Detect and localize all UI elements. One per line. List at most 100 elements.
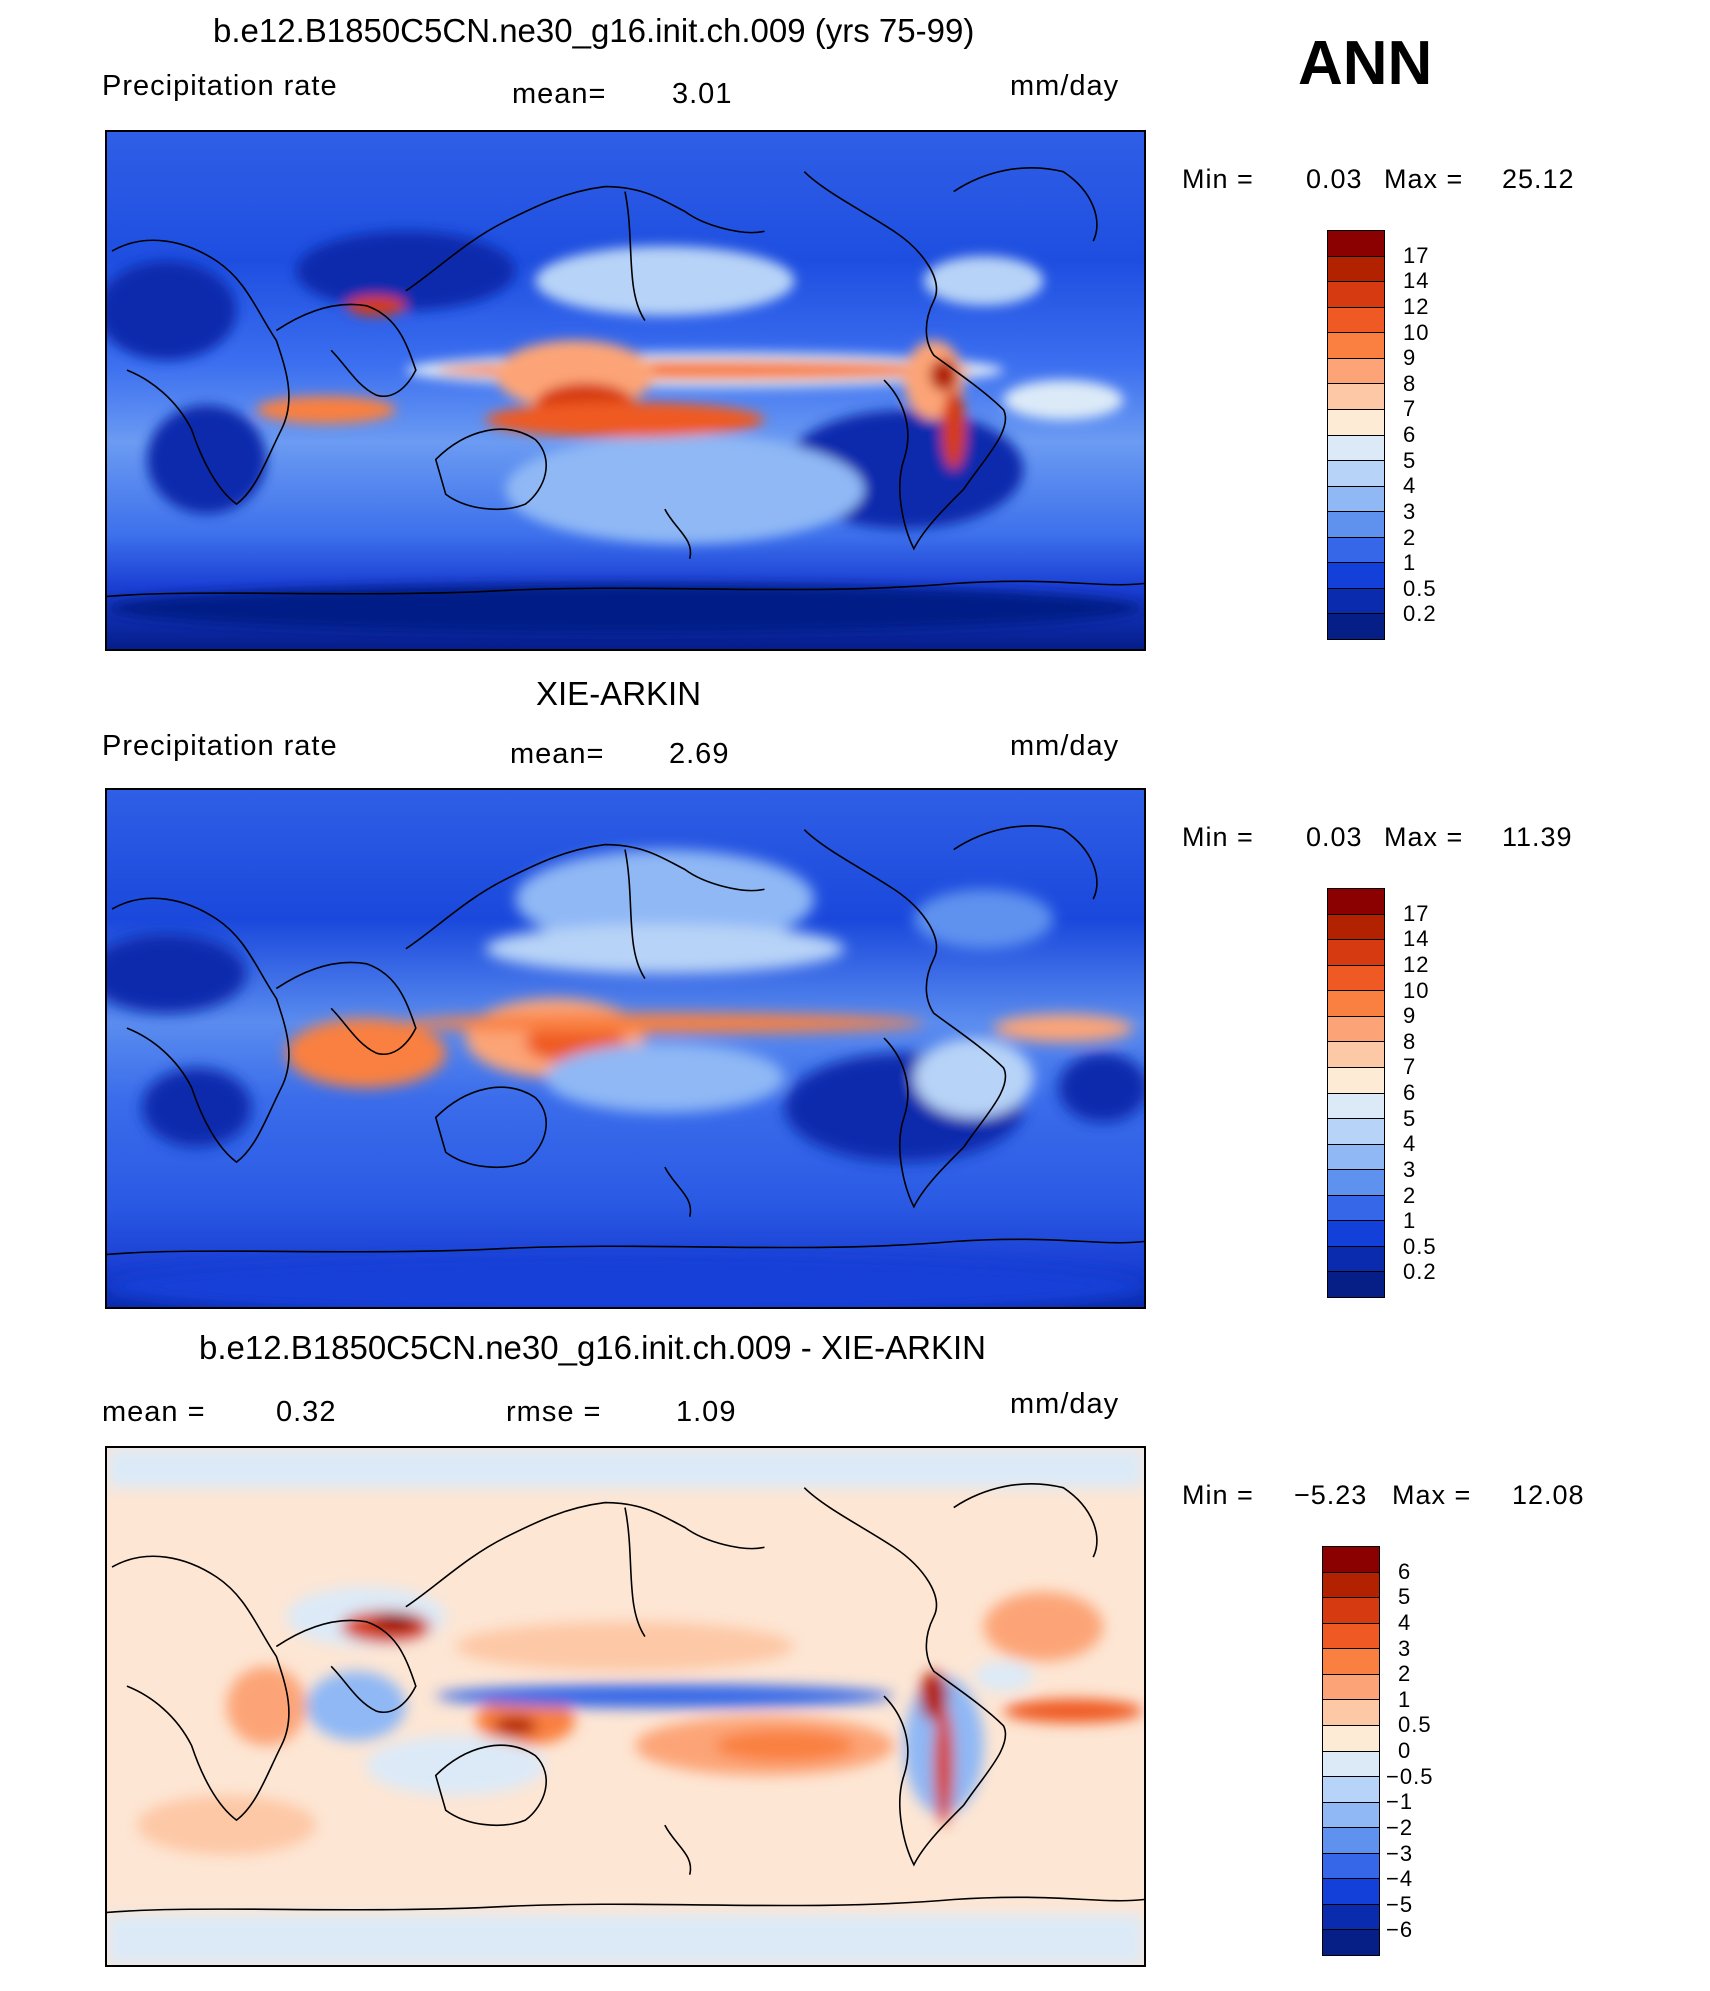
- colorbar-segment: [1328, 940, 1384, 966]
- panel-1-map-image: [107, 132, 1144, 649]
- panel-3-title: b.e12.B1850C5CN.ne30_g16.init.ch.009 - X…: [199, 1329, 986, 1366]
- colorbar-segment: [1328, 282, 1384, 308]
- colorbar-segment: [1328, 486, 1384, 513]
- colorbar-tick-label: 12: [1403, 293, 1430, 319]
- colorbar-tick-label: 0.5: [1403, 1233, 1437, 1259]
- panel-2-max-label: Max =: [1384, 822, 1464, 852]
- colorbar-segment: [1328, 614, 1384, 639]
- colorbar-tick-label: 0.5: [1403, 575, 1437, 601]
- colorbar-segment: [1323, 1649, 1379, 1675]
- colorbar-segment: [1323, 1674, 1379, 1701]
- colorbar-tick-label: 2: [1403, 524, 1417, 550]
- panel-3-max-value: 12.08: [1512, 1480, 1585, 1510]
- panel-3-rmse-value: 1.09: [676, 1396, 737, 1428]
- colorbar-segment: [1328, 1221, 1384, 1247]
- colorbar-segment: [1323, 1751, 1379, 1778]
- colorbar-tick-label: 3: [1403, 498, 1417, 524]
- colorbar-tick-label: 0.5: [1398, 1712, 1432, 1738]
- colorbar-tick-label: −2: [1386, 1814, 1414, 1840]
- colorbar-tick-label: 6: [1403, 422, 1417, 447]
- colorbar-segment: [1328, 1042, 1384, 1068]
- colorbar-segment: [1328, 965, 1384, 992]
- colorbar-segment: [1328, 231, 1384, 257]
- colorbar-segment: [1328, 256, 1384, 283]
- colorbar-tick-label: 3: [1403, 1156, 1417, 1182]
- colorbar-tick-label: 3: [1398, 1635, 1412, 1661]
- panel-3-min-value: −5.23: [1294, 1480, 1368, 1510]
- panel-3-rmse-label: rmse =: [506, 1396, 602, 1428]
- colorbar-segment: [1328, 384, 1384, 410]
- colorbar-segment: [1323, 1700, 1379, 1726]
- colorbar-segment: [1328, 1246, 1384, 1273]
- colorbar-tick-label: 17: [1403, 900, 1430, 926]
- colorbar-tick-label: 4: [1403, 1131, 1417, 1157]
- panel-1-min-label: Min =: [1182, 164, 1254, 194]
- colorbar-tick-label: 0.2: [1403, 1259, 1437, 1285]
- panel-1-mean-label: mean=: [512, 78, 607, 110]
- colorbar-tick-label: 5: [1403, 1105, 1417, 1131]
- colorbar-tick-label: 9: [1403, 345, 1417, 371]
- panel-3-map-image: [107, 1448, 1144, 1965]
- colorbar-segment: [1328, 1195, 1384, 1222]
- colorbar-segment: [1328, 435, 1384, 462]
- colorbar-tick-label: 1: [1403, 550, 1417, 576]
- colorbar-tick-label: 6: [1403, 1080, 1417, 1105]
- colorbar-segment: [1323, 1853, 1379, 1880]
- colorbar-segment: [1328, 1016, 1384, 1043]
- panel-3-mean-label: mean =: [102, 1396, 206, 1428]
- colorbar-segment: [1328, 1170, 1384, 1196]
- colorbar-tick-label: 4: [1398, 1609, 1412, 1635]
- panel-1-colorbar: [1327, 230, 1385, 640]
- panel-1-variable-label: Precipitation rate: [102, 70, 338, 102]
- colorbar-tick-label: 0: [1398, 1738, 1412, 1763]
- colorbar-segment: [1328, 1119, 1384, 1145]
- colorbar-segment: [1328, 1093, 1384, 1120]
- colorbar-segment: [1328, 461, 1384, 487]
- colorbar-tick-label: 2: [1403, 1182, 1417, 1208]
- panel-1-units: mm/day: [1010, 70, 1120, 102]
- panel-2-colorbar: [1327, 888, 1385, 1298]
- colorbar-tick-label: 14: [1403, 268, 1430, 294]
- panel-3-units: mm/day: [1010, 1388, 1120, 1420]
- colorbar-segment: [1328, 537, 1384, 564]
- panel-2-map: [105, 788, 1146, 1309]
- colorbar-tick-label: 12: [1403, 951, 1430, 977]
- panel-3-min-label: Min =: [1182, 1480, 1254, 1510]
- colorbar-segment: [1328, 889, 1384, 915]
- panel-2-title: XIE-ARKIN: [536, 675, 702, 712]
- colorbar-segment: [1323, 1828, 1379, 1854]
- colorbar-tick-label: 4: [1403, 473, 1417, 499]
- colorbar-segment: [1328, 1067, 1384, 1094]
- colorbar-segment: [1323, 1904, 1379, 1931]
- colorbar-tick-label: 5: [1398, 1584, 1412, 1610]
- colorbar-tick-label: 7: [1403, 396, 1417, 422]
- colorbar-segment: [1323, 1623, 1379, 1650]
- panel-2-mean-label: mean=: [510, 738, 605, 770]
- colorbar-segment: [1323, 1598, 1379, 1624]
- colorbar-tick-label: 2: [1398, 1661, 1412, 1687]
- colorbar-segment: [1328, 1272, 1384, 1297]
- panel-3-max-label: Max =: [1392, 1480, 1472, 1510]
- panel-3-colorbar: [1322, 1546, 1380, 1956]
- colorbar-segment: [1328, 1144, 1384, 1171]
- colorbar-tick-label: −6: [1386, 1917, 1414, 1943]
- colorbar-segment: [1328, 991, 1384, 1017]
- colorbar-tick-label: 5: [1403, 447, 1417, 473]
- panel-1-max-value: 25.12: [1502, 164, 1575, 194]
- colorbar-tick-label: 14: [1403, 926, 1430, 952]
- panel-2-max-value: 11.39: [1502, 822, 1573, 852]
- panel-1-max-label: Max =: [1384, 164, 1464, 194]
- panel-3-mean-value: 0.32: [276, 1396, 337, 1428]
- colorbar-segment: [1328, 512, 1384, 538]
- colorbar-tick-label: −1: [1386, 1789, 1414, 1815]
- colorbar-segment: [1323, 1547, 1379, 1573]
- panel-2-variable-label: Precipitation rate: [102, 730, 338, 762]
- colorbar-segment: [1323, 1725, 1379, 1752]
- colorbar-segment: [1323, 1802, 1379, 1829]
- panel-3-map: [105, 1446, 1146, 1967]
- colorbar-segment: [1328, 914, 1384, 941]
- colorbar-tick-label: 10: [1403, 319, 1430, 345]
- panel-2-mean-value: 2.69: [669, 738, 730, 770]
- panel-2-units: mm/day: [1010, 730, 1120, 762]
- colorbar-tick-label: 1: [1398, 1686, 1412, 1712]
